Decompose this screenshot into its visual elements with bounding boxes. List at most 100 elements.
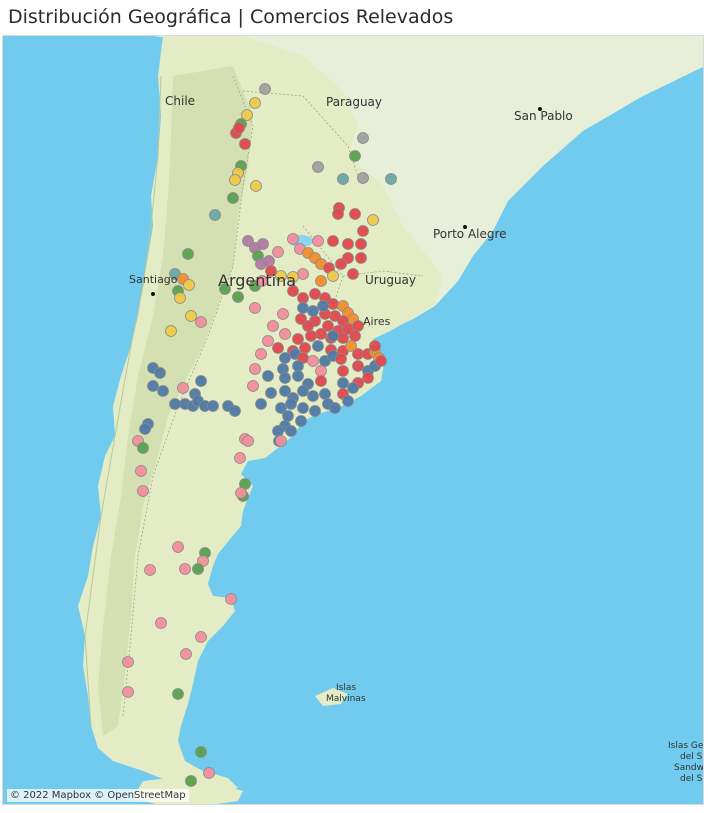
- store-marker-purple[interactable]: [242, 235, 254, 247]
- store-marker-red[interactable]: [327, 298, 339, 310]
- store-marker-red[interactable]: [295, 313, 307, 325]
- store-marker-pink[interactable]: [122, 656, 134, 668]
- store-marker-teal[interactable]: [209, 209, 221, 221]
- store-marker-red[interactable]: [342, 238, 354, 250]
- store-marker-pink[interactable]: [315, 365, 327, 377]
- store-marker-pink[interactable]: [225, 593, 237, 605]
- store-marker-yellow[interactable]: [241, 109, 253, 121]
- store-marker-purple[interactable]: [257, 238, 269, 250]
- store-marker-pink[interactable]: [312, 235, 324, 247]
- store-marker-red[interactable]: [299, 342, 311, 354]
- store-marker-green[interactable]: [182, 248, 194, 260]
- store-marker-red[interactable]: [287, 285, 299, 297]
- store-marker-red[interactable]: [349, 208, 361, 220]
- store-marker-blue[interactable]: [292, 360, 304, 372]
- store-marker-pink[interactable]: [249, 363, 261, 375]
- store-marker-red[interactable]: [332, 208, 344, 220]
- store-marker-pink[interactable]: [234, 452, 246, 464]
- store-marker-teal[interactable]: [337, 173, 349, 185]
- store-marker-blue[interactable]: [317, 300, 329, 312]
- store-marker-pink[interactable]: [235, 487, 247, 499]
- store-marker-yellow[interactable]: [327, 270, 339, 282]
- store-marker-pink[interactable]: [135, 465, 147, 477]
- store-marker-blue[interactable]: [265, 387, 277, 399]
- store-marker-pink[interactable]: [279, 328, 291, 340]
- store-marker-blue[interactable]: [307, 390, 319, 402]
- store-marker-gray[interactable]: [357, 172, 369, 184]
- store-marker-red[interactable]: [322, 320, 334, 332]
- store-marker-yellow[interactable]: [183, 279, 195, 291]
- store-marker-yellow[interactable]: [250, 180, 262, 192]
- store-marker-yellow[interactable]: [367, 214, 379, 226]
- store-marker-green[interactable]: [172, 688, 184, 700]
- store-marker-red[interactable]: [272, 342, 284, 354]
- store-marker-blue[interactable]: [297, 402, 309, 414]
- store-marker-blue[interactable]: [327, 330, 339, 342]
- store-marker-pink[interactable]: [307, 355, 319, 367]
- store-marker-pink[interactable]: [195, 316, 207, 328]
- map-view[interactable]: Chile Paraguay San Pablo Porto Alegre Ur…: [2, 35, 704, 805]
- store-marker-blue[interactable]: [169, 398, 181, 410]
- store-marker-pink[interactable]: [155, 617, 167, 629]
- store-marker-blue[interactable]: [337, 377, 349, 389]
- store-marker-blue[interactable]: [255, 398, 267, 410]
- store-marker-red[interactable]: [239, 138, 251, 150]
- store-marker-blue[interactable]: [207, 400, 219, 412]
- store-marker-yellow[interactable]: [287, 271, 299, 283]
- store-marker-blue[interactable]: [297, 385, 309, 397]
- store-marker-pink[interactable]: [172, 541, 184, 553]
- store-marker-pink[interactable]: [267, 320, 279, 332]
- store-marker-yellow[interactable]: [229, 174, 241, 186]
- store-marker-yellow[interactable]: [275, 270, 287, 282]
- store-marker-green[interactable]: [232, 291, 244, 303]
- store-marker-red[interactable]: [375, 355, 387, 367]
- store-marker-red[interactable]: [327, 235, 339, 247]
- store-marker-pink[interactable]: [137, 485, 149, 497]
- store-marker-pink[interactable]: [277, 308, 289, 320]
- store-marker-green[interactable]: [227, 192, 239, 204]
- store-marker-red[interactable]: [233, 122, 245, 134]
- store-marker-red[interactable]: [315, 375, 327, 387]
- store-marker-blue[interactable]: [319, 388, 331, 400]
- store-marker-orange[interactable]: [315, 275, 327, 287]
- store-marker-blue[interactable]: [307, 305, 319, 317]
- store-marker-pink[interactable]: [297, 268, 309, 280]
- store-marker-yellow[interactable]: [165, 325, 177, 337]
- store-marker-pink[interactable]: [249, 302, 261, 314]
- map-attribution[interactable]: © 2022 Mapbox © OpenStreetMap: [7, 789, 189, 802]
- store-marker-pink[interactable]: [247, 380, 259, 392]
- store-marker-blue[interactable]: [285, 425, 297, 437]
- store-marker-pink[interactable]: [179, 563, 191, 575]
- store-marker-pink[interactable]: [195, 631, 207, 643]
- store-marker-green[interactable]: [185, 775, 197, 787]
- store-marker-pink[interactable]: [242, 435, 254, 447]
- store-marker-pink[interactable]: [275, 435, 287, 447]
- store-marker-gray[interactable]: [357, 132, 369, 144]
- store-marker-red[interactable]: [349, 330, 361, 342]
- store-marker-red[interactable]: [335, 258, 347, 270]
- store-marker-yellow[interactable]: [174, 292, 186, 304]
- store-marker-teal[interactable]: [385, 173, 397, 185]
- store-marker-blue[interactable]: [279, 385, 291, 397]
- store-marker-pink[interactable]: [122, 686, 134, 698]
- store-marker-red[interactable]: [305, 330, 317, 342]
- store-marker-green[interactable]: [219, 283, 231, 295]
- store-marker-pink[interactable]: [272, 246, 284, 258]
- store-marker-red[interactable]: [329, 310, 341, 322]
- store-marker-red[interactable]: [335, 353, 347, 365]
- store-marker-red[interactable]: [357, 225, 369, 237]
- store-marker-red[interactable]: [292, 333, 304, 345]
- store-marker-blue[interactable]: [309, 405, 321, 417]
- store-marker-red[interactable]: [362, 372, 374, 384]
- store-marker-blue[interactable]: [262, 370, 274, 382]
- store-marker-gray[interactable]: [259, 83, 271, 95]
- store-marker-blue[interactable]: [279, 372, 291, 384]
- store-marker-blue[interactable]: [295, 415, 307, 427]
- store-marker-blue[interactable]: [154, 367, 166, 379]
- store-marker-blue[interactable]: [342, 395, 354, 407]
- store-marker-red[interactable]: [352, 320, 364, 332]
- store-marker-red[interactable]: [369, 340, 381, 352]
- store-marker-yellow[interactable]: [249, 97, 261, 109]
- store-marker-red[interactable]: [347, 268, 359, 280]
- store-marker-red[interactable]: [265, 265, 277, 277]
